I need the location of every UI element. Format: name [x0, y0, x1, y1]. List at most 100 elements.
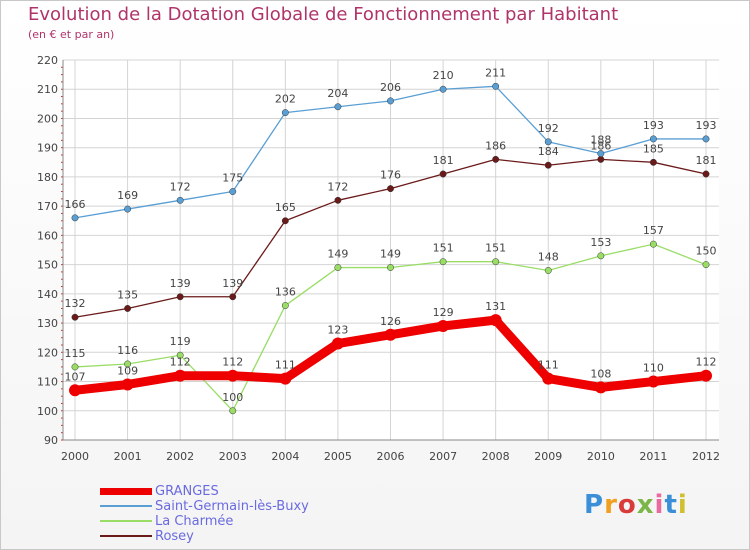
data-label: 115 [65, 347, 86, 360]
logo-letter: t [664, 490, 678, 520]
logo-letter: x [636, 490, 655, 520]
data-point [176, 293, 184, 301]
y-tick-label: 120 [37, 346, 58, 359]
data-label: 181 [696, 154, 717, 167]
data-label: 193 [696, 119, 717, 132]
data-label: 126 [380, 315, 401, 328]
logo-letter: P [584, 490, 605, 520]
data-label: 149 [327, 248, 348, 261]
data-point [229, 293, 237, 301]
data-label: 202 [275, 93, 296, 106]
data-label: 132 [65, 297, 86, 310]
data-label: 184 [538, 145, 559, 158]
legend-label-saint-germain: Saint-Germain-lès-Buxy [155, 499, 309, 514]
data-label: 119 [170, 335, 191, 348]
data-point [492, 258, 500, 266]
data-point [594, 381, 607, 394]
data-label: 112 [170, 356, 191, 369]
legend-swatch-saint-germain [100, 505, 152, 507]
data-point [492, 155, 500, 163]
data-point [702, 170, 710, 178]
logo-letter: r [604, 490, 618, 520]
y-tick-label: 180 [37, 171, 58, 184]
data-label: 185 [643, 142, 664, 155]
data-point [702, 261, 710, 269]
data-point [439, 85, 447, 93]
legend-swatch-granges [100, 488, 152, 495]
x-tick-label: 2007 [429, 450, 457, 463]
data-point [437, 320, 450, 332]
data-point [124, 205, 132, 213]
data-label: 165 [275, 201, 296, 214]
x-tick-label: 2010 [587, 450, 615, 463]
data-point [226, 369, 239, 382]
data-label: 109 [117, 364, 138, 377]
data-point [174, 369, 187, 382]
data-label: 151 [433, 242, 454, 255]
x-tick-label: 2002 [166, 450, 194, 463]
data-point [492, 82, 500, 90]
data-label: 153 [590, 236, 611, 249]
data-label: 123 [327, 324, 348, 337]
data-label: 176 [380, 169, 401, 182]
data-point [279, 372, 292, 385]
y-tick-label: 100 [37, 405, 58, 418]
data-label: 149 [380, 248, 401, 261]
data-point [544, 267, 552, 274]
data-label: 111 [538, 359, 559, 372]
x-tick-label: 2008 [482, 450, 510, 463]
y-tick-label: 200 [37, 112, 58, 125]
data-point [176, 196, 184, 204]
data-label: 131 [485, 300, 506, 313]
data-label: 188 [590, 134, 611, 147]
data-point [597, 252, 605, 260]
data-point [544, 161, 552, 169]
data-point [387, 185, 394, 193]
data-label: 135 [117, 288, 138, 301]
data-point [649, 158, 657, 166]
legend-label-rosey: Rosey [155, 529, 194, 544]
legend-label-granges: GRANGES [155, 484, 219, 499]
data-point [334, 264, 342, 271]
y-tick-label: 140 [37, 288, 58, 301]
x-tick-label: 2000 [61, 450, 89, 463]
data-point [71, 363, 79, 371]
data-point [281, 217, 289, 225]
data-label: 139 [170, 277, 191, 290]
data-label: 186 [485, 139, 506, 152]
data-label: 139 [222, 277, 243, 290]
data-point [649, 135, 657, 143]
data-point [597, 155, 605, 163]
data-point [69, 384, 81, 397]
data-label: 112 [222, 356, 243, 369]
data-point [71, 214, 79, 222]
x-tick-label: 2011 [639, 450, 667, 463]
data-point [121, 378, 134, 391]
x-tick-label: 2004 [271, 450, 299, 463]
data-label: 166 [65, 198, 86, 211]
data-label: 129 [433, 306, 454, 319]
data-label: 111 [275, 359, 296, 372]
data-label: 100 [222, 391, 243, 404]
legend-swatch-rosey [100, 535, 152, 537]
data-point [544, 138, 552, 146]
legend-label-la-charmee: La Charmée [155, 514, 234, 529]
x-tick-label: 2001 [114, 450, 142, 463]
data-label: 169 [117, 189, 138, 202]
data-label: 211 [485, 66, 506, 79]
y-tick-label: 160 [37, 229, 58, 242]
legend-swatch-la-charmee [100, 520, 152, 522]
data-point [597, 150, 605, 157]
data-label: 112 [696, 356, 717, 369]
data-point [176, 351, 184, 359]
data-label: 157 [643, 224, 664, 237]
data-point [229, 407, 237, 415]
y-tick-label: 130 [37, 317, 58, 330]
data-label: 175 [222, 172, 243, 185]
logo-letter: i [654, 490, 665, 520]
data-label: 107 [65, 370, 86, 383]
data-point [700, 369, 712, 382]
data-label: 204 [327, 87, 348, 100]
data-point [387, 264, 394, 271]
